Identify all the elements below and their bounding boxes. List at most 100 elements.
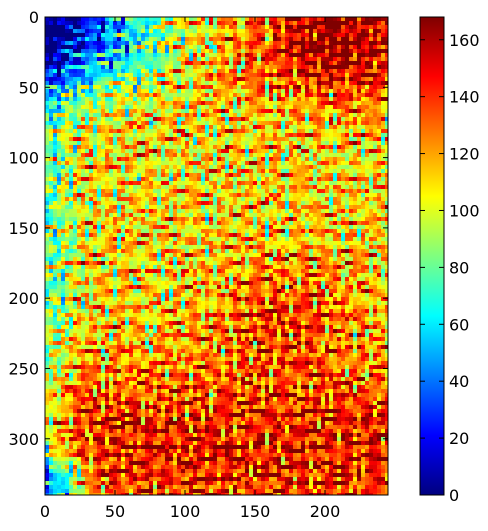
heatmap-cell [77,21,82,26]
heatmap-cell [185,141,190,146]
heatmap-cell [305,189,310,194]
heatmap-cell [49,249,54,254]
heatmap-cell [273,181,278,186]
heatmap-cell [249,209,254,214]
heatmap-cell [213,37,218,42]
heatmap-cell [305,145,310,150]
heatmap-cell [237,173,242,178]
heatmap-cell [205,97,210,102]
heatmap-cell [69,133,74,138]
heatmap-cell [185,97,190,102]
heatmap-cell [89,29,94,34]
heatmap-cell [169,61,174,66]
heatmap-cell [197,193,202,198]
heatmap-cell [217,81,222,86]
heatmap-cell [385,101,389,106]
heatmap-cell [141,181,146,186]
heatmap-cell [121,77,126,82]
heatmap-cell [65,45,70,50]
heatmap-cell [365,241,370,246]
heatmap-cell [169,221,174,226]
heatmap-cell [253,117,258,122]
heatmap-cell [369,109,374,114]
heatmap-cell [77,37,82,42]
heatmap-cell [257,125,262,130]
heatmap-cell [285,173,290,178]
heatmap-cell [361,221,366,226]
heatmap-cell [73,85,78,90]
heatmap-cell [385,153,389,158]
heatmap-cell [189,181,194,186]
heatmap-cell [85,105,90,110]
heatmap-cell [245,157,250,162]
heatmap-cell [201,113,206,118]
heatmap-cell [265,245,270,250]
heatmap-cell [365,69,370,74]
heatmap-cell [113,117,118,122]
heatmap-cell [93,125,98,130]
heatmap-cell [237,117,242,122]
heatmap-cell [145,89,150,94]
heatmap-cell [145,145,150,150]
heatmap-cell [225,133,230,138]
heatmap-cell [349,57,354,62]
heatmap-cell [85,129,90,134]
heatmap-cell [89,165,94,170]
heatmap-cell [309,193,314,198]
heatmap-cell [341,89,346,94]
heatmap-cell [177,89,182,94]
heatmap-cell [369,205,374,210]
heatmap-cell [157,149,162,154]
heatmap-cell [317,205,322,210]
heatmap-cell [333,169,338,174]
heatmap-cell [141,73,146,78]
heatmap-cell [273,141,278,146]
heatmap-cell [133,49,138,54]
heatmap-cell [125,229,130,234]
heatmap-cell [177,93,182,98]
heatmap-cell [45,29,50,34]
heatmap-cell [301,225,306,230]
heatmap-cell [153,197,158,202]
heatmap-cell [185,185,190,190]
heatmap-cell [205,137,210,142]
heatmap-cell [81,177,86,182]
heatmap-cell [241,193,246,198]
heatmap-cell [197,89,202,94]
heatmap-cell [217,221,222,226]
heatmap-cell [249,205,254,210]
heatmap-cell [117,181,122,186]
heatmap-cell [73,201,78,206]
heatmap-cell [261,165,266,170]
heatmap-cell [153,209,158,214]
heatmap-cell [277,57,282,62]
heatmap-cell [69,225,74,230]
heatmap-cell [277,153,282,158]
heatmap-cell [113,93,118,98]
heatmap-cell [357,217,362,222]
heatmap-cell [161,121,166,126]
heatmap-cell [137,101,142,106]
heatmap-cell [309,25,314,30]
heatmap-cell [145,165,150,170]
heatmap-cell [77,33,82,38]
heatmap-cell [97,173,102,178]
heatmap-cell [197,29,202,34]
heatmap-cell [313,121,318,126]
heatmap-cell [369,25,374,30]
heatmap-cell [281,229,286,234]
heatmap-cell [261,161,266,166]
heatmap-cell [361,93,366,98]
heatmap-cell [65,237,70,242]
heatmap-cell [381,77,386,82]
heatmap-cell [289,73,294,78]
heatmap-cell [369,193,374,198]
heatmap-cell [229,153,234,158]
heatmap-cell [181,85,186,90]
heatmap-cell [273,21,278,26]
heatmap-cell [141,185,146,190]
heatmap-cell [221,109,226,114]
heatmap-cell [293,137,298,142]
heatmap-cell [69,249,74,254]
heatmap-cell [229,113,234,118]
